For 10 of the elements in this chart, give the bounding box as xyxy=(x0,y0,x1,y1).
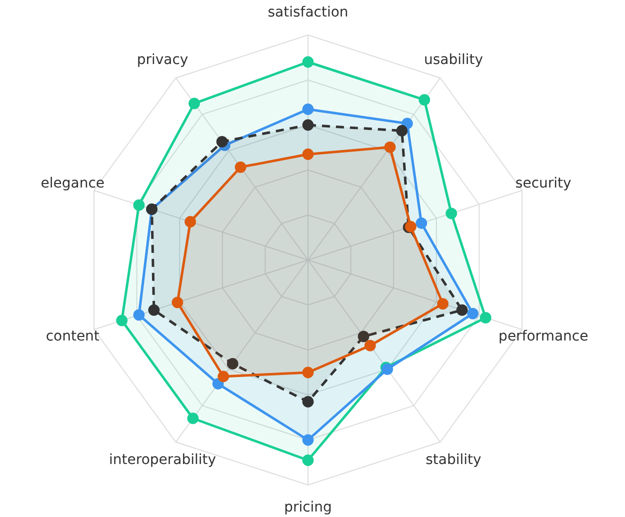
spoke-label: usability xyxy=(424,52,484,68)
spoke-label: performance xyxy=(498,328,588,344)
spoke-label: elegance xyxy=(40,176,104,192)
spoke-label: satisfaction xyxy=(268,4,348,20)
spoke-label: security xyxy=(515,176,572,192)
spoke-label: pricing xyxy=(284,500,332,516)
spoke-label: privacy xyxy=(136,52,188,68)
spoke-label: stability xyxy=(426,452,482,468)
spoke-label: interoperability xyxy=(109,452,216,468)
spoke-label: content xyxy=(46,328,100,344)
